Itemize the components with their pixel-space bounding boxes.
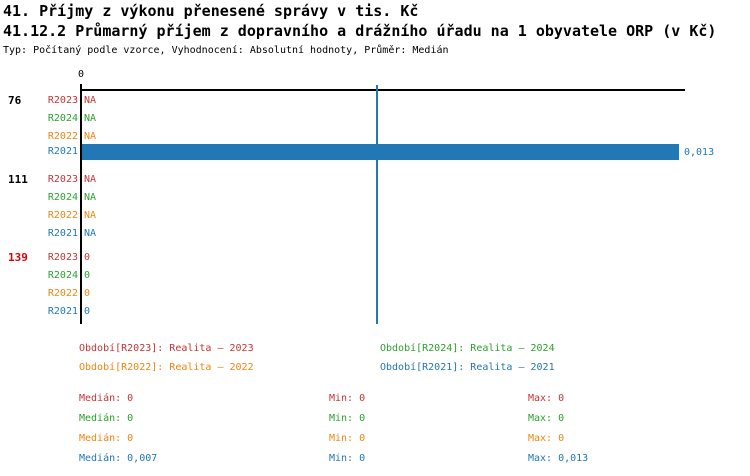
stat-max-r2023: Max: 0 xyxy=(528,393,565,404)
value-label: 0 xyxy=(84,288,91,299)
series-label: R2024 xyxy=(47,192,78,203)
chart-row: R2021 xyxy=(0,145,750,159)
value-label: NA xyxy=(84,228,97,239)
chart-row: R2023 0 xyxy=(0,251,750,265)
series-label: R2024 xyxy=(47,270,78,281)
value-label: 0 xyxy=(84,270,91,281)
legend-item-r2022: Období[R2022]: Realita – 2022 xyxy=(79,362,254,373)
value-label: NA xyxy=(84,192,97,203)
value-label: NA xyxy=(84,210,97,221)
series-label: R2021 xyxy=(47,146,78,157)
x-axis-tick-label: 0 xyxy=(77,69,85,80)
chart-row: R2024 NA xyxy=(0,191,750,205)
stat-median-r2024: Medián: 0 xyxy=(79,413,134,424)
page-title: 41. Příjmy z výkonu přenesené správy v t… xyxy=(3,2,419,20)
value-label: NA xyxy=(84,95,97,106)
series-label: R2023 xyxy=(47,174,78,185)
series-label: R2021 xyxy=(47,228,78,239)
stat-median-r2022: Medián: 0 xyxy=(79,433,134,444)
legend-item-r2024: Období[R2024]: Realita – 2024 xyxy=(380,343,555,354)
value-label: NA xyxy=(84,113,97,124)
series-label: R2022 xyxy=(47,210,78,221)
chart-meta: Typ: Počítaný podle vzorce, Vyhodnocení:… xyxy=(3,45,449,56)
series-label: R2021 xyxy=(47,306,78,317)
group-label-139: 139 xyxy=(8,251,28,264)
chart-row: R2024 NA xyxy=(0,112,750,126)
chart-row: R2023 NA xyxy=(0,173,750,187)
series-label: R2022 xyxy=(47,131,78,142)
stat-max-r2022: Max: 0 xyxy=(528,433,565,444)
stat-min-r2021: Min: 0 xyxy=(329,453,366,464)
group-label-111: 111 xyxy=(8,173,28,186)
value-label: 0 xyxy=(84,252,91,263)
chart-row: R2022 NA xyxy=(0,130,750,144)
stat-min-r2023: Min: 0 xyxy=(329,393,366,404)
value-label: 0 xyxy=(84,306,91,317)
median-marker-line xyxy=(376,85,378,324)
legend-item-r2023: Období[R2023]: Realita – 2023 xyxy=(79,343,254,354)
series-label: R2023 xyxy=(47,252,78,263)
chart-row: R2021 NA xyxy=(0,227,750,241)
value-label: NA xyxy=(84,174,97,185)
stat-median-r2021: Medián: 0,007 xyxy=(79,453,158,464)
stat-max-r2021: Max: 0,013 xyxy=(528,453,589,464)
stat-min-r2022: Min: 0 xyxy=(329,433,366,444)
chart-row: R2023 NA xyxy=(0,94,750,108)
stat-min-r2024: Min: 0 xyxy=(329,413,366,424)
stat-median-r2023: Medián: 0 xyxy=(79,393,134,404)
series-label: R2023 xyxy=(47,95,78,106)
series-label: R2024 xyxy=(47,113,78,124)
series-label: R2022 xyxy=(47,288,78,299)
chart-row: R2022 NA xyxy=(0,209,750,223)
x-axis-line xyxy=(80,89,685,91)
chart-row: R2024 0 xyxy=(0,269,750,283)
y-axis-line xyxy=(80,84,82,324)
value-label: NA xyxy=(84,131,97,142)
chart-title: 41.12.2 Průmarný příjem z dopravního a d… xyxy=(3,22,717,40)
bar-group76-r2021 xyxy=(82,144,679,160)
stat-max-r2024: Max: 0 xyxy=(528,413,565,424)
legend-item-r2021: Období[R2021]: Realita – 2021 xyxy=(380,362,555,373)
bar-value-label: 0,013 xyxy=(684,147,715,158)
chart-row: R2021 0 xyxy=(0,305,750,319)
chart-row: R2022 0 xyxy=(0,287,750,301)
group-label-76: 76 xyxy=(8,94,22,107)
